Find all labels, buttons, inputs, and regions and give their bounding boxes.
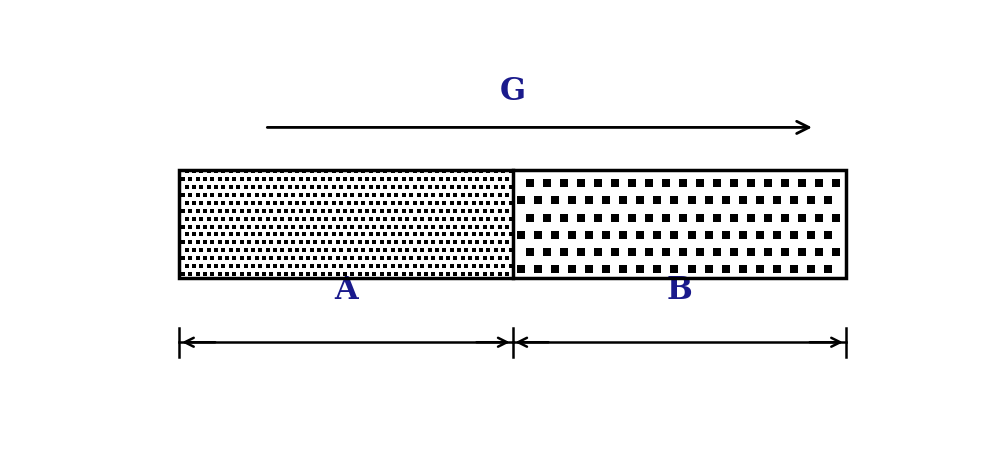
Text: B: B	[666, 275, 692, 306]
Text: G: G	[500, 76, 526, 107]
Bar	[179, 170, 512, 278]
Bar	[179, 170, 846, 278]
Bar	[512, 170, 846, 278]
Text: A: A	[334, 275, 358, 306]
